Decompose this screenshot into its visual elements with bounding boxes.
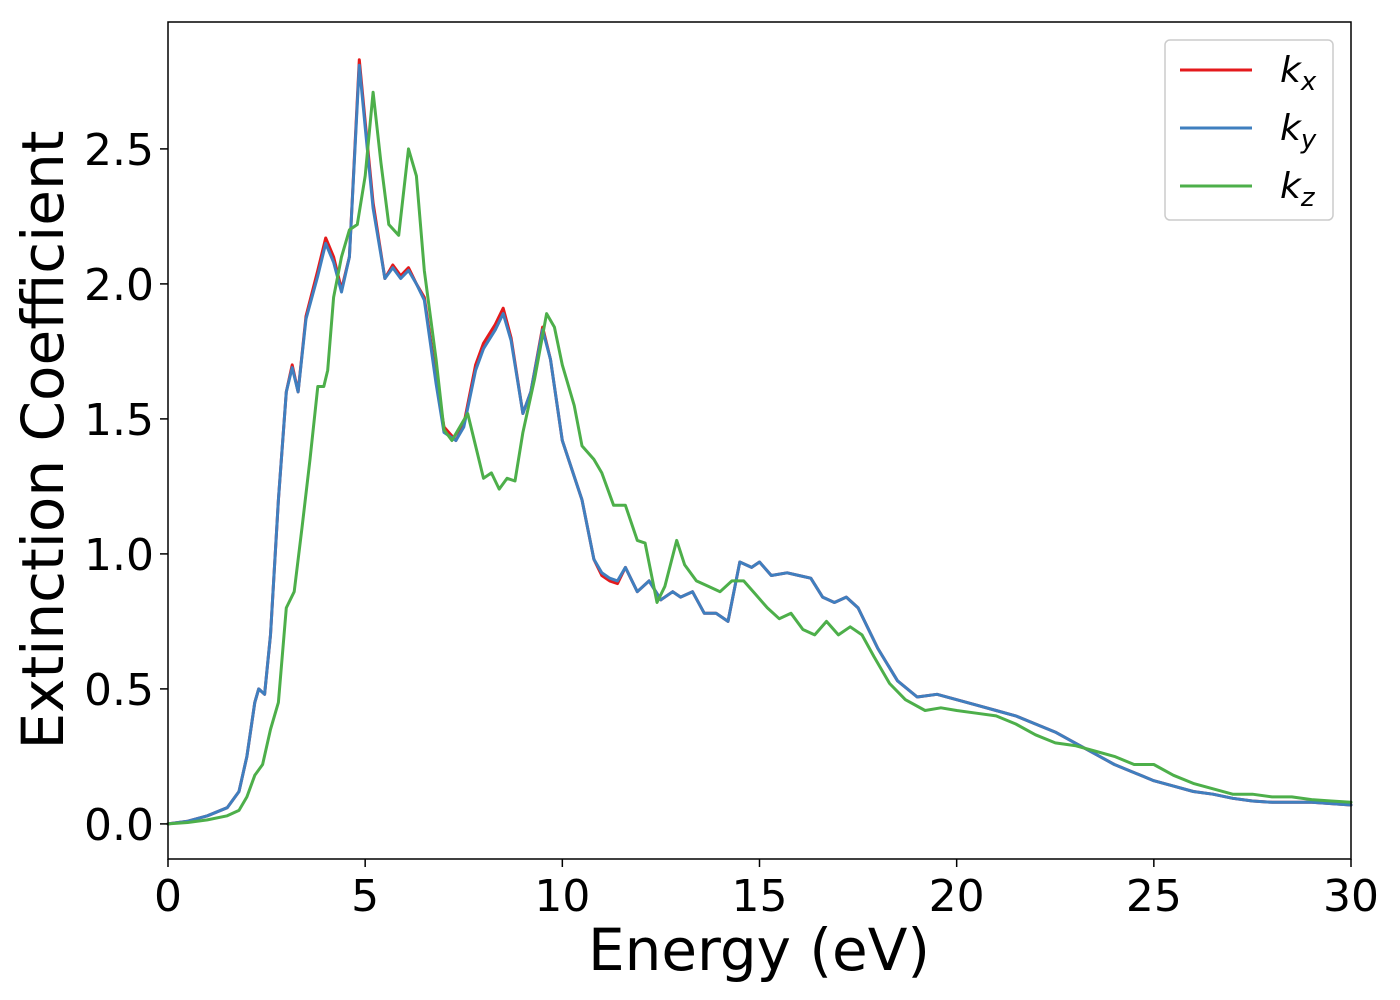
legend: kx ky kz <box>1164 39 1334 221</box>
y-tick-label: 0.0 <box>84 800 154 851</box>
legend-items: kx ky kz <box>1180 50 1317 213</box>
y-tick-label: 2.0 <box>84 260 154 311</box>
y-tick-label: 1.0 <box>84 530 154 581</box>
x-tick-label: 20 <box>929 871 985 922</box>
legend-label-x: kx <box>1280 50 1317 97</box>
x-axis: 0 5 10 15 20 25 30 <box>154 859 1379 922</box>
y-tick-label: 2.5 <box>84 125 154 176</box>
y-tick-label: 1.5 <box>84 395 154 446</box>
x-tick-label: 10 <box>534 871 590 922</box>
series-line-z <box>166 90 1353 826</box>
series-line-y <box>166 63 1353 826</box>
y-tick-label: 0.5 <box>84 665 154 716</box>
legend-label-z: kz <box>1280 166 1316 213</box>
x-tick-label: 15 <box>732 871 788 922</box>
legend-label-y: ky <box>1280 108 1317 155</box>
series-layer <box>166 58 1353 826</box>
x-tick-label: 30 <box>1323 871 1379 922</box>
x-axis-title: Energy (eV) <box>588 916 930 984</box>
x-tick-label: 5 <box>351 871 379 922</box>
y-axis-title: Extinction Coefficient <box>9 131 77 750</box>
y-axis: 0.0 0.5 1.0 1.5 2.0 2.5 <box>84 125 168 851</box>
x-tick-label: 0 <box>154 871 182 922</box>
legend-frame <box>1164 39 1334 221</box>
x-tick-label: 25 <box>1126 871 1182 922</box>
